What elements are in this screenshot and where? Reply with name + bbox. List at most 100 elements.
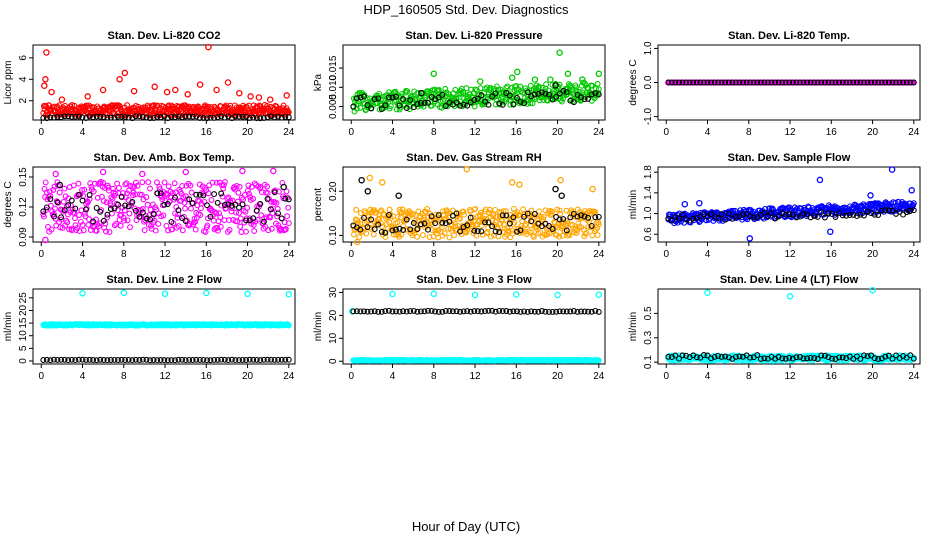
chart-4-point — [552, 185, 559, 193]
chart-2-point — [900, 79, 907, 86]
chart-5-point — [867, 192, 874, 199]
chart-5-point — [896, 208, 903, 215]
chart-1-x-tick-label: 8 — [431, 127, 437, 138]
chart-4-point — [510, 214, 517, 221]
chart-2-x-tick-label: 0 — [663, 127, 669, 138]
chart-5-point — [910, 207, 917, 214]
chart-0-point — [99, 86, 107, 94]
chart-4-point — [516, 181, 523, 188]
chart-3-y-tick-label: 0.09 — [18, 227, 29, 247]
chart-5-point — [889, 207, 896, 214]
chart-4-point — [557, 176, 564, 184]
chart-7-x-tick-label: 4 — [390, 371, 396, 382]
chart-0-point — [72, 113, 79, 120]
chart-2-y-tick-label: 0.0 — [643, 75, 654, 89]
chart-2-x-tick-label: 8 — [746, 127, 752, 138]
chart-3-point — [193, 191, 200, 198]
chart-0-point — [184, 91, 191, 98]
chart-3-point — [268, 225, 275, 232]
chart-4-point — [403, 216, 410, 223]
chart-1-y-axis-label: kPa — [313, 73, 324, 91]
chart-3-point — [187, 182, 194, 189]
chart-7-plot-frame — [342, 288, 606, 365]
chart-5-point — [711, 213, 718, 220]
chart-4-point — [478, 209, 484, 216]
chart-1-point — [464, 102, 471, 109]
chart-2-x-tick-label: 4 — [705, 127, 711, 138]
chart-2-point — [718, 79, 725, 86]
chart-4-point — [554, 224, 561, 231]
chart-4-point — [499, 212, 506, 219]
chart-1-series-1 — [350, 82, 602, 113]
chart-2-y-axis-label: degrees C — [628, 59, 639, 105]
chart-3-point — [165, 183, 172, 190]
chart-1-point — [496, 100, 503, 107]
chart-6-x-tick-label: 20 — [242, 371, 254, 382]
chart-3-point — [145, 179, 152, 186]
chart-3-point — [122, 181, 129, 188]
chart-4-point — [370, 231, 377, 238]
chart-4-point — [428, 213, 435, 220]
chart-1-point — [357, 104, 364, 111]
chart-5-point — [871, 211, 878, 218]
chart-8-title: Stan. Dev. Line 4 (LT) Flow — [720, 274, 859, 286]
chart-0-point — [278, 114, 285, 121]
chart-3-point — [228, 202, 235, 209]
chart-4-point — [410, 211, 417, 217]
chart-3-point — [234, 218, 241, 225]
chart-4-point — [357, 226, 364, 233]
chart-3-point — [75, 180, 82, 187]
chart-1-point — [375, 95, 382, 102]
chart-3-x-tick-label: 12 — [159, 249, 171, 260]
chart-2-point — [807, 79, 814, 86]
chart-3-point — [155, 220, 162, 227]
chart-3-point — [197, 212, 204, 218]
chart-3-point — [48, 226, 55, 233]
chart-5-point — [696, 199, 703, 207]
chart-0-point — [172, 114, 178, 121]
chart-7-x-tick-label: 24 — [593, 371, 605, 382]
chart-3-point — [263, 214, 270, 221]
chart-0-point — [239, 113, 246, 120]
chart-8-x-tick-label: 4 — [705, 371, 711, 382]
chart-4-point — [364, 188, 372, 195]
chart-3-point — [112, 190, 119, 197]
chart-8-plot-frame — [657, 288, 921, 365]
chart-3-point — [70, 182, 77, 189]
chart-5-series-1 — [665, 207, 917, 224]
chart-1-point — [439, 91, 446, 98]
chart-3-point — [169, 190, 176, 197]
chart-0-point — [61, 113, 68, 120]
chart-8-x-tick-label: 12 — [784, 371, 796, 382]
chart-3-point — [118, 193, 125, 200]
chart-0-point — [43, 115, 50, 122]
chart-3-point — [264, 190, 271, 197]
chart-6-title: Stan. Dev. Line 2 Flow — [106, 274, 222, 286]
x-axis-title: Hour of Day (UTC) — [412, 519, 520, 534]
chart-2-y-tick-label: 1.0 — [643, 41, 654, 55]
chart-3-series-1 — [40, 181, 292, 225]
chart-3-point — [243, 217, 250, 224]
chart-2-x-tick-label: 12 — [784, 127, 796, 138]
chart-4-point — [482, 219, 488, 226]
chart-0-point — [79, 114, 86, 121]
chart-3-point — [182, 218, 189, 224]
chart-4-point — [421, 215, 428, 221]
chart-0-point — [232, 113, 239, 120]
chart-3-point — [196, 181, 203, 188]
chart-8-point — [704, 289, 711, 296]
chart-4-x-tick-label: 4 — [390, 249, 396, 260]
chart-3-point — [175, 207, 182, 214]
chart-1-point — [524, 89, 531, 96]
chart-6-x-tick-label: 4 — [80, 371, 86, 382]
chart-0-x-tick-label: 16 — [201, 127, 213, 138]
chart-3-point — [61, 207, 68, 214]
chart-0-point — [189, 113, 196, 120]
chart-7-x-tick-label: 16 — [511, 371, 523, 382]
chart-4-point — [471, 227, 478, 234]
chart-0-point — [204, 115, 210, 122]
chart-5-y-tick-label: 1.0 — [643, 206, 654, 220]
chart-4-x-tick-label: 16 — [511, 249, 523, 260]
chart-3-point — [76, 228, 83, 235]
chart-1-y-tick-label: 0.005 — [328, 94, 339, 119]
